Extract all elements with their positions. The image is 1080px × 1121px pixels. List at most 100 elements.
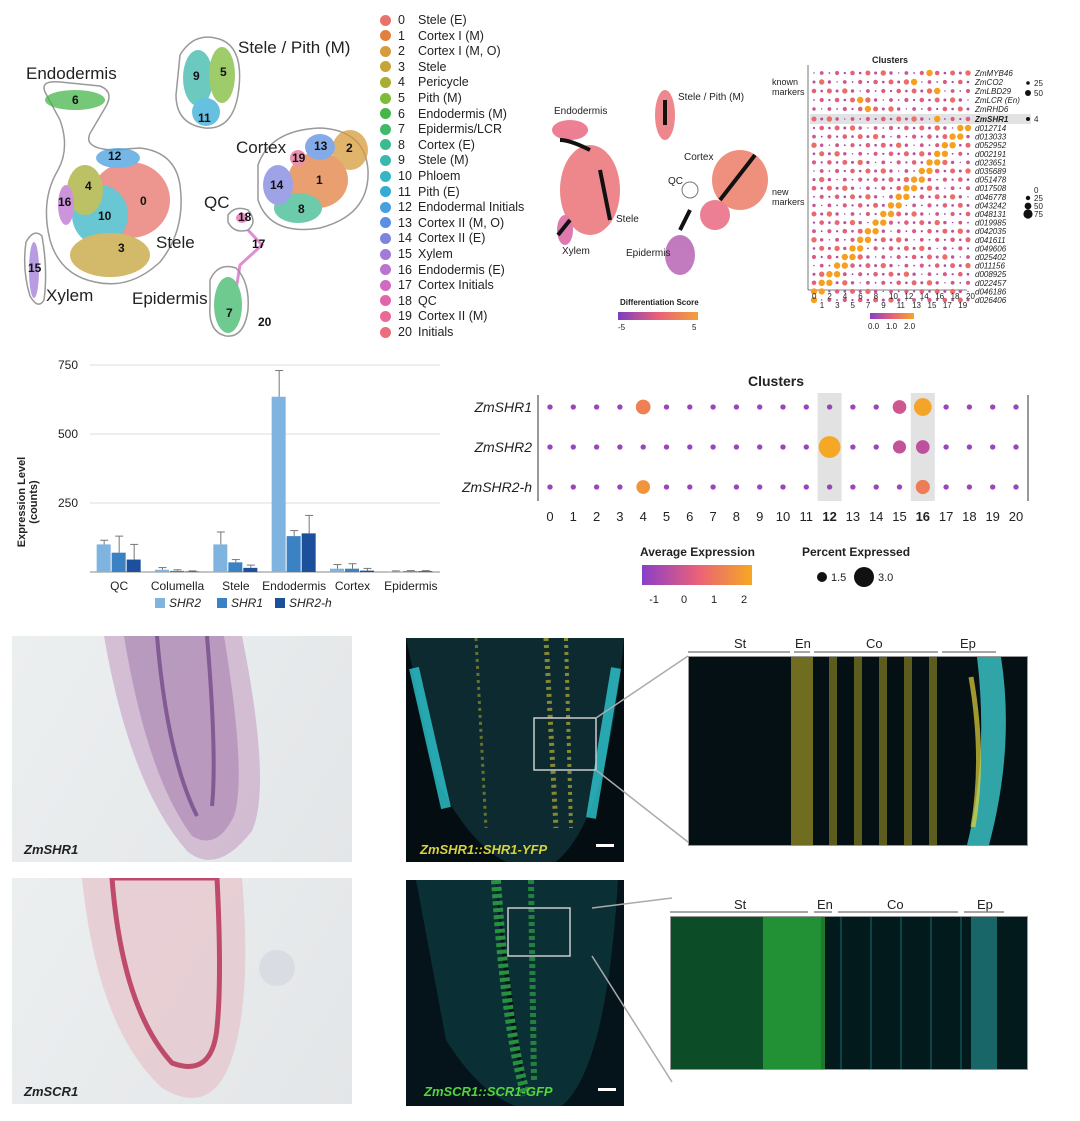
bar-SHR1: [403, 571, 418, 572]
marker-dot: [967, 221, 969, 224]
zoom2-label-st: St: [734, 897, 747, 912]
legend-name: Cortex II (M, O): [418, 215, 505, 230]
marker-dot: [966, 134, 970, 139]
marker-dot: [905, 204, 908, 207]
marker-dot: [935, 135, 939, 138]
marker-dot: [926, 280, 933, 286]
marker-dot: [888, 271, 894, 277]
marker-dot: [859, 282, 861, 284]
umap-num-20: 20: [258, 315, 272, 329]
marker-dot: [943, 238, 946, 241]
marker-dot: [913, 239, 915, 241]
marker-dot: [851, 81, 854, 83]
bar-x-tick: Cortex: [335, 579, 370, 593]
marker-dot: [942, 272, 947, 277]
umap-num-19: 19: [292, 151, 306, 165]
marker-dot: [842, 134, 848, 139]
marker-dot: [928, 264, 931, 267]
umap-label-epidermis: Epidermis: [132, 289, 208, 308]
diff-colorbar: [618, 312, 698, 320]
marker-dot: [903, 79, 910, 85]
shr-dot: [943, 444, 949, 450]
marker-dot: [928, 144, 931, 147]
shr-x-tick: 3: [616, 509, 623, 524]
marker-dot: [882, 196, 884, 198]
marker-dot: [836, 299, 838, 301]
marker-dot: [857, 236, 864, 243]
insitu-scr1-root: [82, 878, 295, 1098]
marker-dot: [950, 89, 955, 93]
expression-bar-panel: 250 500 750 QC Columella Stele Endodermis Corte…: [0, 350, 450, 620]
legend-number: 0: [398, 13, 405, 27]
marker-dot: [834, 97, 840, 103]
legend-number: 12: [398, 200, 412, 215]
marker-gene-label: d022457: [975, 279, 1007, 288]
marker-gene-label: ZmLCR (En): [974, 96, 1020, 105]
marker-dot: [919, 125, 925, 131]
marker-dot: [912, 126, 916, 130]
marker-dot: [950, 70, 956, 76]
marker-dot: [881, 203, 885, 207]
legend-name: Xylem: [418, 247, 453, 261]
legend-number: 16: [398, 262, 412, 277]
marker-dot: [967, 290, 969, 293]
marker-dot: [873, 297, 879, 303]
marker-dot: [828, 144, 831, 146]
legend-name: Pericycle: [418, 75, 469, 90]
marker-dot: [958, 79, 963, 85]
marker-x-tick: 5: [851, 301, 856, 310]
marker-dot: [959, 212, 962, 216]
marker-dot: [828, 290, 831, 293]
marker-dot: [866, 273, 869, 276]
marker-dot: [934, 263, 940, 268]
differentiation-arrows: [556, 100, 757, 237]
legend-number: 1: [398, 28, 405, 43]
marker-dot: [934, 194, 940, 200]
pct-expressed-dot: [854, 567, 874, 587]
shr-dot: [687, 444, 693, 450]
shr-dot: [640, 444, 646, 450]
legend-item-17: 17 Cortex Initials: [380, 277, 494, 293]
marker-dot: [896, 280, 901, 286]
shr-x-tick: 6: [686, 509, 693, 524]
avg-expression-tick: -1: [649, 594, 659, 606]
marker-dot: [919, 220, 925, 226]
umap-num-15: 15: [28, 261, 42, 275]
marker-dot: [864, 105, 872, 113]
legend-swatch: [380, 248, 391, 260]
umap-cell-clouds: [29, 47, 368, 333]
marker-dot: [881, 116, 886, 122]
marker-dot: [874, 264, 878, 268]
shr-dot: [593, 444, 600, 450]
marker-dot: [935, 255, 939, 259]
zoom1-label-en: En: [795, 636, 811, 651]
marker-dot: [944, 187, 946, 189]
umap-num-6: 6: [72, 93, 79, 107]
marker-dot: [821, 108, 823, 110]
marker-dot: [951, 221, 954, 224]
marker-dot: [958, 271, 963, 277]
marker-dot: [888, 79, 894, 85]
legend-number: 15: [398, 247, 412, 261]
marker-dot: [881, 160, 886, 165]
marker-dot: [936, 107, 939, 111]
marker-dot: [888, 151, 894, 157]
marker-dot: [944, 90, 946, 92]
marker-dot: [928, 98, 931, 102]
legend-number: 11: [398, 184, 411, 199]
marker-x-tick: 1: [820, 301, 825, 310]
legend-number: 3: [398, 59, 405, 74]
marker-dot: [903, 193, 910, 200]
marker-dot: [958, 264, 962, 268]
legend-number: 20: [398, 325, 412, 339]
bar-x-tick: Endodermis: [262, 579, 326, 593]
marker-dot: [935, 229, 939, 233]
marker-dot: [843, 144, 846, 147]
bar-SHR1: [111, 552, 126, 572]
marker-dot: [913, 72, 915, 74]
marker-gene-label: ZmSHR1: [974, 115, 1009, 124]
marker-gene-label: d002191: [975, 150, 1006, 159]
marker-dot: [843, 221, 847, 225]
marker-dot: [912, 134, 917, 139]
